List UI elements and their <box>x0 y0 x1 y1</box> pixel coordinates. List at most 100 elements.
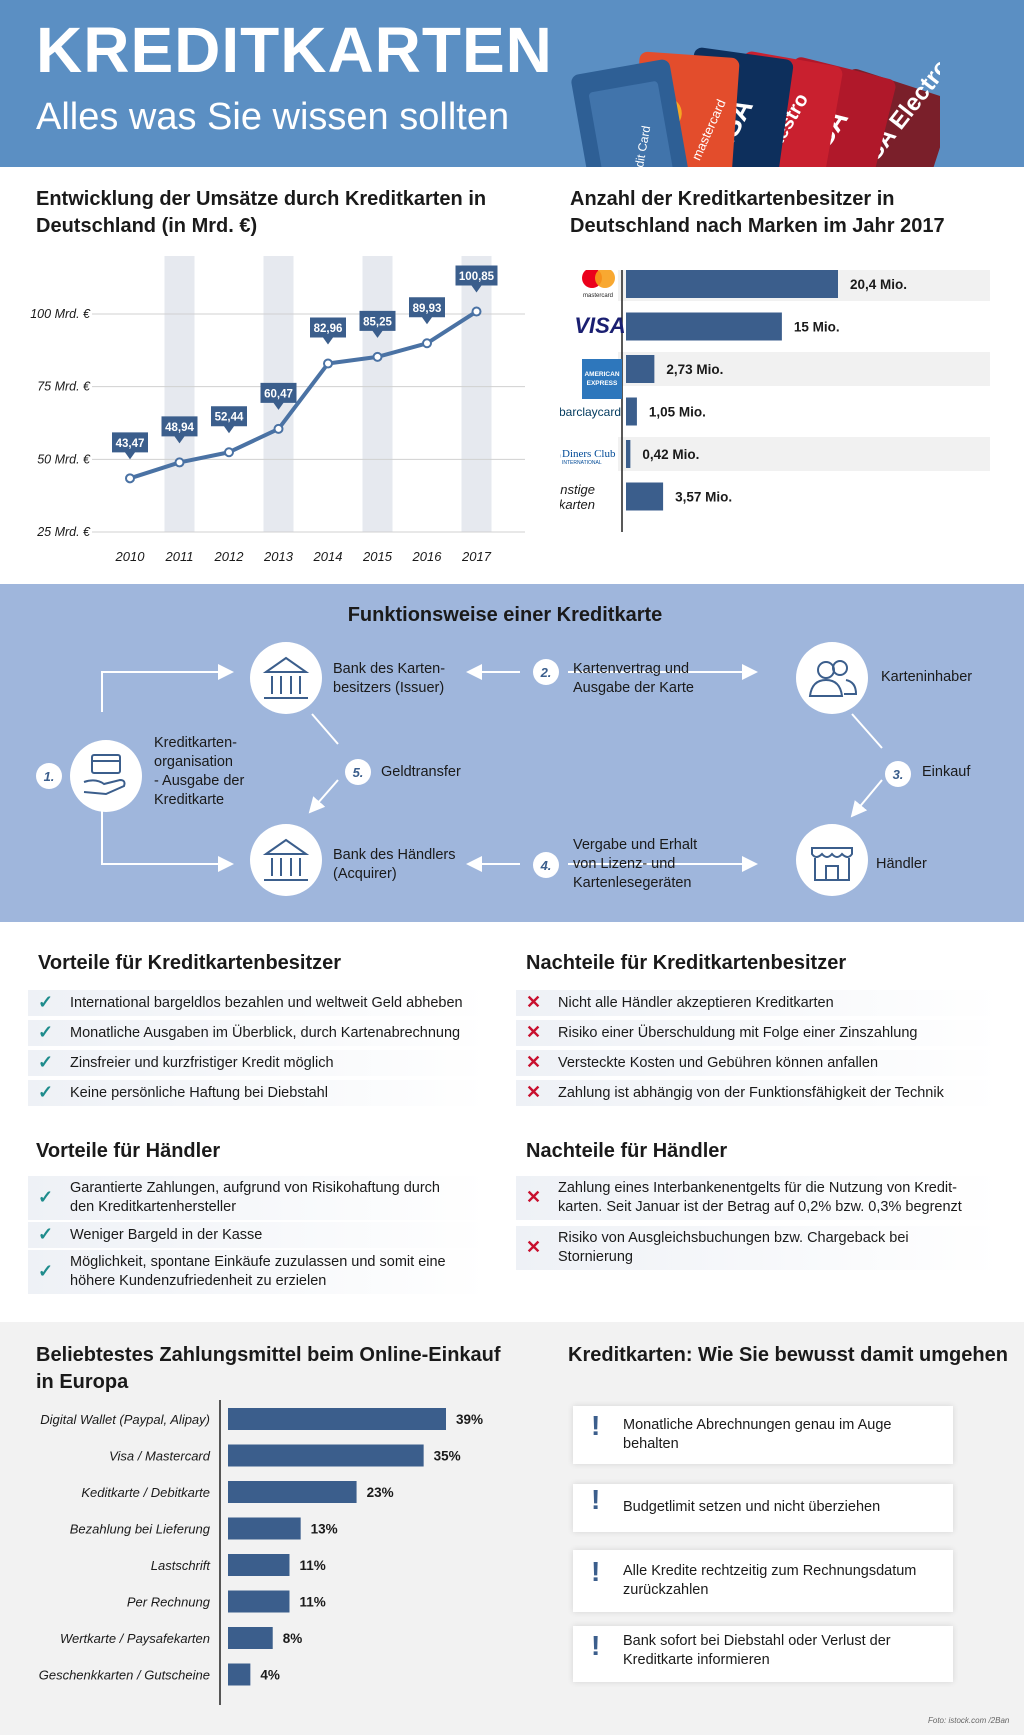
online-bar <box>228 1590 290 1613</box>
cross-icon: ✕ <box>526 992 542 1012</box>
exclamation-icon: ! <box>591 1484 601 1515</box>
online-category-label: Keditkarte / Debitkarte <box>81 1485 210 1500</box>
chart-column-band <box>164 256 195 532</box>
nachteil-besitzer-item: ✕ Versteckte Kosten und Gebühren können a… <box>516 1050 1000 1076</box>
vorteil-haendler-item: ✓ Möglichkeit, spontane Einkäufe zuzulass… <box>28 1250 488 1294</box>
amex-text: AMERICAN <box>584 371 619 378</box>
online-category-label: Lastschrift <box>151 1558 212 1573</box>
online-bar <box>228 1554 290 1576</box>
online-value-label: 23% <box>367 1485 394 1500</box>
online-value-label: 4% <box>260 1668 280 1683</box>
data-point <box>422 338 432 349</box>
data-point <box>224 447 234 458</box>
mastercard-label: mastercard <box>583 293 613 299</box>
brand-bar <box>626 312 782 341</box>
data-label: 82,96 <box>314 323 343 335</box>
online-bar <box>228 1408 446 1430</box>
check-icon: ✓ <box>38 1022 54 1042</box>
data-label-box <box>211 406 247 434</box>
nachteile-haendler-title: Nachteile für Händler <box>526 1140 728 1162</box>
umsatz-line-chart: 100 Mrd. € 75 Mrd. € 50 Mrd. € 25 Mrd. € 201… <box>30 256 525 564</box>
x-tick-label: 2014 <box>313 549 343 564</box>
brand-value-label: 20,4 Mio. <box>850 277 907 292</box>
data-label-box <box>161 416 198 444</box>
online-category-label: Digital Wallet (Paypal, Alipay) <box>40 1412 210 1427</box>
vorteil-besitzer-item: ✓ Zinsfreier und kurzfristiger Kredit mög… <box>28 1050 488 1076</box>
data-label-box <box>455 265 498 293</box>
barclaycard-logo: barclaycard <box>560 405 621 419</box>
step-2-number: 2. <box>540 665 552 680</box>
step-1-number: 1. <box>44 769 55 784</box>
brand-bar <box>626 440 631 468</box>
step-4-number: 4. <box>540 858 552 873</box>
x-tick-label: 2013 <box>263 549 294 564</box>
data-label: 85,25 <box>363 316 392 328</box>
y-tick-label: 75 Mrd. € <box>37 380 91 394</box>
data-point <box>372 351 383 362</box>
issuer-label: Bank des Karten- besitzers (Issuer) <box>333 661 446 696</box>
funktionsweise-title: Funktionsweise einer Kreditkarte <box>347 604 663 626</box>
page-subtitle: Alles was Sie wissen sollten <box>36 96 510 138</box>
data-label-box <box>409 297 445 325</box>
brand-bar <box>626 355 655 383</box>
org-label: Kreditkarten- organisation - Ausgabe der… <box>154 735 245 808</box>
online-bar <box>228 1627 273 1649</box>
arrow-einkauf-merchant <box>850 779 883 818</box>
arrow-geldtransfer-acquirer <box>308 779 339 814</box>
credit-cards-illustration: VISA Electron VISA Maestro VISA masterca… <box>571 42 940 167</box>
brand-row-band <box>618 437 990 471</box>
holder-node <box>796 642 868 714</box>
data-label: 100,85 <box>459 271 495 283</box>
tip-card: ! Alle Kredite rechtzeitig zum Rechnungsd… <box>573 1550 953 1612</box>
y-tick-label: 25 Mrd. € <box>36 525 91 539</box>
data-label: 48,94 <box>165 422 194 434</box>
online-category-label: Wertkarte / Paysafekarten <box>60 1631 210 1646</box>
visa-logo: VISA <box>574 313 625 338</box>
step-5-label: Geldtransfer <box>381 764 461 780</box>
data-point <box>125 473 135 484</box>
line-issuer-geldtransfer <box>311 713 339 745</box>
x-tick-label: 2011 <box>165 549 194 564</box>
nachteil-besitzer-item: ✕ Nicht alle Händler akzeptieren Kreditka… <box>516 990 1000 1016</box>
online-bar-chart: 39% Digital Wallet (Paypal, Alipay) 35% Vis… <box>39 1400 483 1705</box>
check-icon: ✓ <box>38 1052 54 1072</box>
online-value-label: 35% <box>434 1449 461 1464</box>
brand-bar <box>626 482 664 511</box>
data-label: 60,47 <box>264 388 293 400</box>
nachteil-haendler-item: ✕ Risiko von Ausgleichsbuchungen bzw. Cha… <box>516 1226 1000 1270</box>
data-point <box>174 457 185 468</box>
series-line <box>129 309 478 481</box>
vorteile-besitzer-title: Vorteile für Kreditkartenbesitzer <box>38 952 342 974</box>
nachteil-besitzer-item: ✕ Risiko einer Überschuldung mit Folge ei… <box>516 1020 1000 1046</box>
data-point <box>273 423 284 434</box>
holder-label: Karteninhaber <box>881 669 973 685</box>
online-value-label: 11% <box>299 1595 325 1610</box>
shop-icon <box>811 847 853 881</box>
online-value-label: 11% <box>299 1558 325 1573</box>
arrow-org-issuer <box>101 664 234 712</box>
step-3-marker <box>885 761 911 787</box>
amex-text: EXPRESS <box>587 380 618 387</box>
vorteil-besitzer-item: ✓ Keine persönliche Haftung bei Diebstahl <box>28 1080 488 1106</box>
nachteil-besitzer-item: ✕ Zahlung ist abhängig von der Funktionsf… <box>516 1080 1000 1106</box>
line-holder-einkauf <box>851 713 883 749</box>
card-in-hand-icon <box>83 754 126 796</box>
online-value-label: 8% <box>283 1631 303 1646</box>
data-label: 43,47 <box>116 438 145 450</box>
sonstige-label: Kreditkarten <box>560 497 595 512</box>
tipps-title: Kreditkarten: Wie Sie bewusst damit umge… <box>568 1344 1008 1366</box>
flow-diagram: 1. 2. 3. 4. 5. <box>36 642 911 896</box>
check-icon: ✓ <box>38 1224 54 1244</box>
mastercard-logo: mastercard <box>582 270 615 299</box>
x-tick-label: 2016 <box>412 549 443 564</box>
bank-icon-2 <box>262 838 310 881</box>
step-5-number: 5. <box>353 765 364 780</box>
online-value-label: 13% <box>311 1522 338 1537</box>
tip-card: ! Monatliche Abrechnungen genau im Auge b… <box>573 1406 953 1464</box>
check-icon: ✓ <box>38 1187 54 1207</box>
cross-icon: ✕ <box>526 1082 542 1102</box>
check-icon: ✓ <box>38 1261 54 1281</box>
step-4-marker <box>533 852 559 878</box>
brand-value-label: 2,73 Mio. <box>666 362 723 377</box>
brand-value-label: 1,05 Mio. <box>649 405 706 420</box>
